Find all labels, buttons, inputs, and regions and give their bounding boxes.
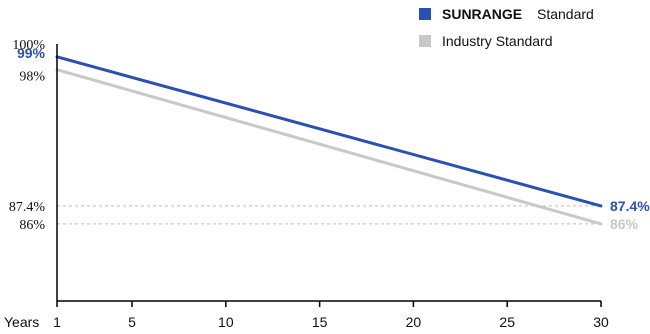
legend-sunrange-brand: SUNRANGE xyxy=(442,6,522,22)
x-tick-label: 30 xyxy=(593,314,609,330)
x-tick-label: 1 xyxy=(53,314,61,330)
series-line-industry xyxy=(55,68,603,226)
legend-sunrange-suffix: Standard xyxy=(537,6,594,22)
series-line-sunrange xyxy=(55,55,603,208)
data-labels: 99% 87.4% 86% xyxy=(17,45,650,232)
sunrange-start-label: 99% xyxy=(17,45,46,61)
x-tick-label: 5 xyxy=(128,314,136,330)
legend-industry-label: Industry Standard xyxy=(442,33,553,49)
x-tick-label: 10 xyxy=(218,314,234,330)
x-tick-label: 20 xyxy=(406,314,422,330)
x-tick-label: 15 xyxy=(312,314,328,330)
y-tick-label: 86% xyxy=(19,218,45,233)
y-axis-ticks: 100% 98% 87.4% 86% xyxy=(9,38,46,233)
gridlines xyxy=(57,205,601,225)
legend-swatch-sunrange xyxy=(419,8,431,20)
industry-end-label: 86% xyxy=(610,216,639,232)
series-lines xyxy=(55,55,603,226)
x-tick-label: 25 xyxy=(499,314,515,330)
y-tick-label: 98% xyxy=(19,70,45,85)
axes xyxy=(56,44,601,302)
chart-legend: SUNRANGE Standard Industry Standard xyxy=(419,6,594,49)
legend-swatch-industry xyxy=(419,35,431,47)
y-tick-label: 87.4% xyxy=(9,200,46,215)
sunrange-end-label: 87.4% xyxy=(610,198,650,214)
y-tick-label: 100% xyxy=(12,38,45,53)
x-axis-title: Years xyxy=(4,314,39,330)
